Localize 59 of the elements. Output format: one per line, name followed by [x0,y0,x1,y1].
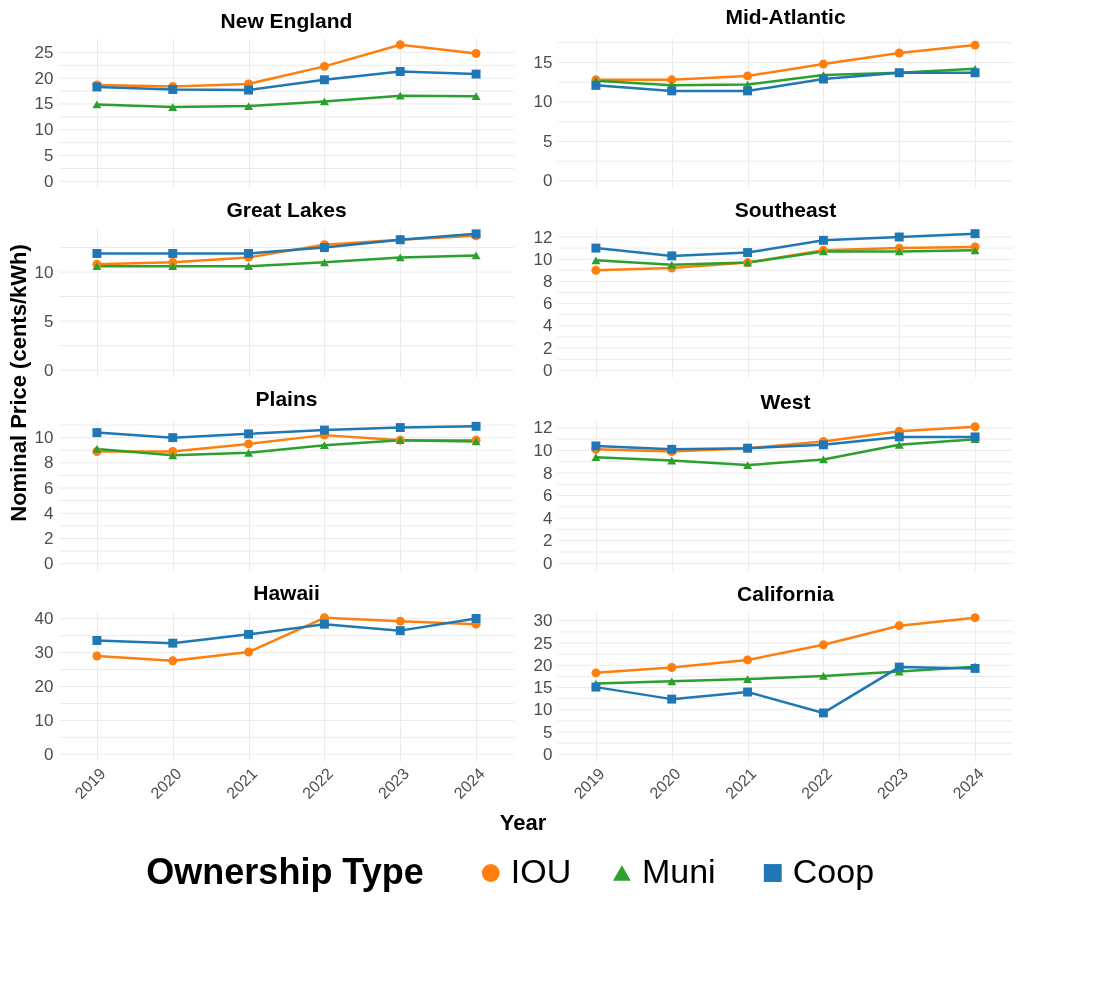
y-tick-label: 10 [34,120,54,140]
y-tick-label: 5 [543,722,553,742]
y-tick-label: 40 [34,609,54,629]
y-tick-label: 4 [543,508,553,528]
y-tick-label: 15 [34,94,54,114]
y-tick-label: 5 [44,146,54,166]
y-tick-label: 15 [533,678,553,698]
y-tick-label: 6 [543,294,553,314]
y-tick-label: 0 [44,171,54,191]
chart-title: West [760,389,811,413]
y-tick-label: 10 [533,249,553,269]
legend-label: Coop [792,852,875,890]
y-tick-label: 10 [533,92,553,112]
y-tick-label: 12 [533,418,553,438]
y-tick-label: 8 [44,453,54,473]
y-tick-label: 20 [34,68,54,88]
y-tick-label: 8 [543,271,553,291]
y-tick-label: 25 [34,42,54,62]
legend-label: Muni [641,852,716,890]
y-tick-label: 15 [533,52,553,72]
chart-title: California [737,582,835,605]
y-tick-label: 5 [543,131,553,151]
y-tick-label: 0 [543,744,553,764]
y-tick-label: 2 [543,531,553,551]
y-tick-label: 10 [34,428,54,448]
y-tick-label: 12 [533,227,553,247]
chart-title: Plains [255,387,318,411]
y-tick-label: 4 [44,503,54,523]
y-tick-label: 6 [44,478,54,498]
y-tick-label: 10 [533,440,553,460]
y-tick-label: 2 [44,528,54,548]
y-axis-title: Nominal Price (cents/kWh) [6,244,31,522]
y-tick-label: 30 [34,643,54,663]
y-tick-label: 4 [543,316,553,336]
y-tick-label: 10 [533,700,553,720]
y-tick-label: 0 [543,171,553,191]
y-tick-label: 5 [44,311,54,331]
chart-title: Southeast [734,198,837,221]
y-tick-label: 0 [543,553,553,573]
chart-title: Great Lakes [226,198,347,221]
x-axis-title: Year [499,810,547,835]
y-tick-label: 0 [543,360,553,380]
legend-title: Ownership Type [146,851,424,892]
y-tick-label: 8 [543,463,553,483]
y-tick-label: 6 [543,486,553,506]
y-tick-label: 30 [533,611,553,631]
y-tick-label: 2 [543,338,553,358]
y-tick-label: 20 [533,655,553,675]
chart-title: New England [220,9,353,32]
y-tick-label: 0 [44,744,54,764]
y-tick-label: 10 [34,710,54,730]
y-tick-label: 0 [44,554,54,574]
chart-title: Hawaii [253,580,320,604]
chart-title: Mid-Atlantic [725,4,846,28]
y-tick-label: 0 [44,360,54,380]
y-tick-label: 25 [533,633,553,653]
legend-label: IOU [510,852,572,890]
y-tick-label: 20 [34,677,54,697]
y-tick-label: 10 [34,262,54,282]
